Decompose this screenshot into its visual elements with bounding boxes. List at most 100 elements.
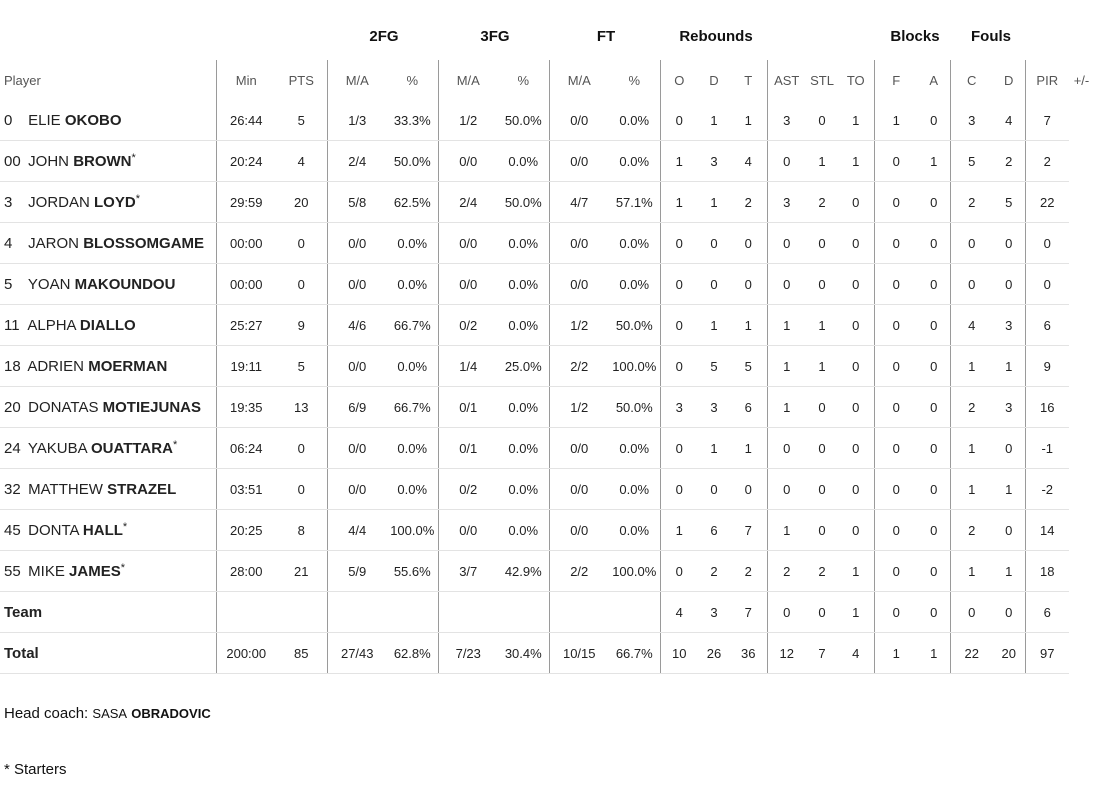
stat-cell: 22 [1024,181,1069,223]
stat-cell: 0 [659,427,698,469]
player-last-name: JAMES [69,562,121,580]
stat-cell: 62.5% [387,181,438,223]
stat-cell: 5 [276,100,327,141]
stat-cell: 0/0 [326,222,387,264]
stat-cell: 0.0% [609,140,660,182]
stat-cell: 1 [993,550,1025,592]
stat-cell: 0/0 [437,140,498,182]
stat-cell: 100.0% [387,509,438,551]
jersey-number: 0 [4,111,13,129]
player-last-name: LOYD [94,193,136,211]
stat-cell: 0 [838,222,874,264]
stat-cell: 1 [730,100,767,141]
player-row: 11 ALPHA DIALLO 25:27 9 4/6 66.7% 0/2 0.0% 1/2 5… [0,304,1094,346]
stat-cell: 0/1 [437,386,498,428]
player-name-cell: 11 ALPHA DIALLO [0,304,216,346]
stat-cell: 3/7 [437,550,498,592]
stat-cell: 66.7% [387,386,438,428]
player-name-cell: 32 MATTHEW STRAZEL [0,468,216,510]
player-name-cell: 5 YOAN MAKOUNDOU [0,263,216,305]
stat-cell: 0.0% [387,345,438,387]
stat-cell: 0 [730,468,767,510]
stat-cell: 4/6 [326,304,387,346]
stat-cell: 1/2 [548,304,609,346]
stat-cell: 0/0 [548,140,609,182]
stat-cell: 0 [806,468,838,510]
stat-cell: 4 [838,632,874,674]
stat-cell: 0 [873,427,918,469]
stat-cell: 0 [949,263,993,305]
stat-cell [548,591,609,633]
jersey-number: 24 [4,439,21,457]
stat-cell: 0 [766,591,806,633]
group-ft: FT [596,28,616,45]
stat-cell: 1 [918,632,950,674]
stat-cell: 5/9 [326,550,387,592]
stat-cell: 33.3% [387,100,438,141]
stat-cell [387,591,438,633]
stat-cell: 1 [766,345,806,387]
stat-cell: 0.0% [609,427,660,469]
starters-note: * Starters [4,761,67,778]
column-header: O [659,60,698,100]
stat-cell: 0 [873,263,918,305]
stat-cell: 0 [873,509,918,551]
stat-cell: 1 [838,140,874,182]
stat-cell: 25.0% [498,345,549,387]
stat-cell: 2 [949,386,993,428]
player-first-name: YOAN [27,275,71,293]
stat-cell: 1 [766,304,806,346]
stats-table: Player Min PTS M/A% M/A% M/A% O D T AST STL TO F A C D P… [0,60,1094,674]
stat-cell: 7 [1024,100,1069,141]
stat-cell: 0 [918,263,950,305]
player-first-name: MIKE [28,562,65,580]
stat-cell: 0/0 [548,100,609,141]
stat-cell: 0/0 [548,509,609,551]
stat-cell: 0.0% [387,263,438,305]
stat-cell: 1 [766,386,806,428]
stat-cell: 100.0% [609,550,660,592]
player-name-cell: 18 ADRIEN MOERMAN [0,345,216,387]
stat-cell [609,591,660,633]
jersey-number: 00 [4,152,21,170]
stat-cell: 0 [838,468,874,510]
stat-cell: 2 [730,550,767,592]
column-header: M/A [548,60,609,100]
starter-marker: * [131,151,136,164]
stat-cell: 1/2 [548,386,609,428]
stat-cell: 0 [918,100,950,141]
stat-cell: 97 [1024,632,1069,674]
stat-cell: 1/2 [437,100,498,141]
stat-cell: 0 [659,304,698,346]
stat-cell: 0.0% [609,100,660,141]
column-header: % [406,72,419,88]
stat-cell: 1 [918,140,950,182]
player-row: 55 MIKE JAMES* 28:00 21 5/9 55.6% 3/7 42.9% 2/2… [0,550,1094,592]
jersey-number: 32 [4,480,21,498]
stat-cell [437,591,498,633]
player-row: 24 YAKUBA OUATTARA* 06:24 0 0/0 0.0% 0/1 0.0% 0… [0,427,1094,469]
column-header: F [873,60,918,100]
stat-cell: 4 [730,140,767,182]
stat-cell: 0.0% [498,222,549,264]
player-first-name: JARON [28,234,80,252]
head-coach-last-name: OBRADOVIC [131,706,211,721]
stat-cell: 20 [276,181,327,223]
stat-cell: 0 [838,345,874,387]
stat-cell: 0 [873,304,918,346]
stat-cell: 27/43 [326,632,387,674]
column-header: TO [846,72,865,88]
player-name-cell: 55 MIKE JAMES* [0,550,216,592]
stat-cell: 85 [276,632,327,674]
stat-cell: 0 [918,427,950,469]
player-name-cell: 4 JARON BLOSSOMGAME [0,222,216,264]
stat-cell: 1 [806,304,838,346]
stats-body: 0 ELIE OKOBO 26:44 5 1/3 33.3% 1/2 50.0% 0/0 0.0… [0,100,1094,674]
stat-cell: 0.0% [498,140,549,182]
stat-cell: 6 [698,509,730,551]
stat-cell: 7 [806,632,838,674]
column-header: STL [810,72,834,88]
player-first-name: MATTHEW [28,480,103,498]
stat-cell: 00:00 [215,263,276,305]
stat-cell: 2 [949,181,993,223]
